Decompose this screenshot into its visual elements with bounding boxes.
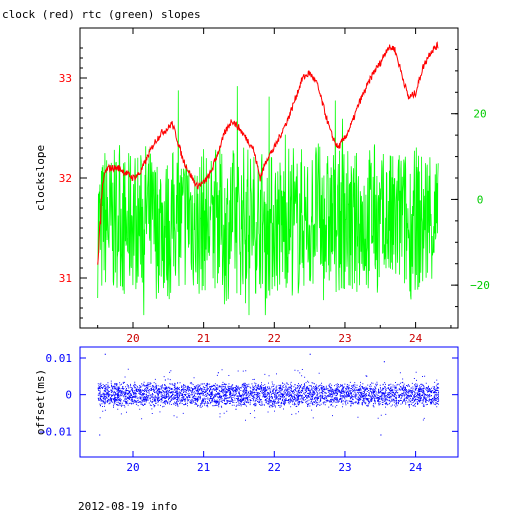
- bottom-y-axis-label: offset(ms): [34, 369, 47, 435]
- top-x-tick-label: 21: [197, 332, 210, 345]
- bottom-panel-frame: [79, 346, 459, 458]
- bottom-x-tick-label: 24: [409, 461, 423, 474]
- offset-scatter-points: [97, 353, 440, 436]
- top-x-tick-label: 24: [409, 332, 423, 345]
- bottom-x-tick-label: 21: [197, 461, 210, 474]
- top-y2-tick-label: −20: [470, 279, 490, 292]
- footer-label: 2012-08-19 info: [78, 500, 177, 512]
- top-x-tick-label: 20: [126, 332, 139, 345]
- rtc-series-line: [97, 86, 439, 316]
- bottom-y-tick-label: −0.01: [39, 425, 72, 438]
- bottom-x-tick-label: 23: [338, 461, 351, 474]
- bottom-x-tick-label: 20: [126, 461, 139, 474]
- top-x-tick-label: 22: [268, 332, 281, 345]
- bottom-y-tick-label: 0: [65, 389, 72, 402]
- bottom-y-tick-label: 0.01: [46, 352, 73, 365]
- top-plot-area: [97, 41, 439, 316]
- top-y-tick-label: 33: [59, 72, 72, 85]
- top-x-tick-label: 23: [338, 332, 351, 345]
- top-y2-tick-label: 20: [473, 108, 486, 121]
- axis-ticks: 20 21 22 23 24 31 32 33 −20 0 20 20 21 22 23 24 −0.01 0 0.…: [39, 28, 490, 474]
- top-y-tick-label: 32: [59, 172, 72, 185]
- top-y2-tick-label: 0: [477, 193, 484, 206]
- top-y-axis-label: clockslope: [34, 145, 47, 211]
- chart-title: clock (red) rtc (green) slopes: [2, 8, 201, 21]
- clock-series-line: [97, 41, 439, 265]
- bottom-x-tick-label: 22: [268, 461, 281, 474]
- bottom-plot-area: [97, 353, 440, 436]
- top-y-tick-label: 31: [59, 272, 72, 285]
